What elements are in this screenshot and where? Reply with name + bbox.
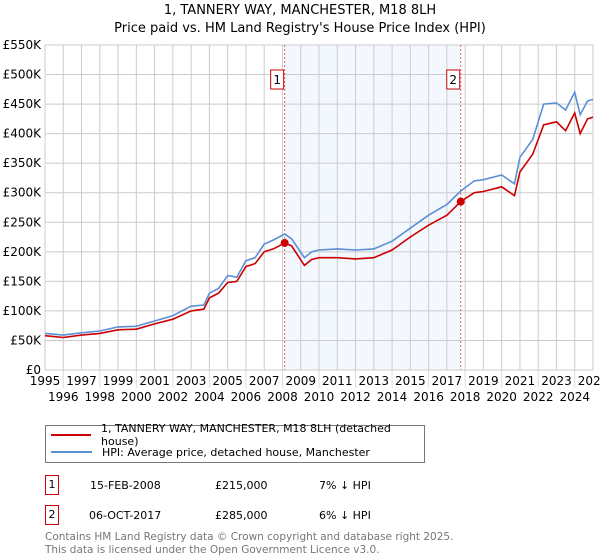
sale-badge (446, 69, 461, 90)
plot-border (44, 44, 594, 371)
y-tick-label: £50K (10, 333, 42, 347)
sale-badge (270, 69, 285, 90)
x-tick-label: 2013 (359, 374, 390, 388)
x-tick-label: 1998 (85, 390, 116, 404)
x-tick-label: 2009 (285, 374, 316, 388)
x-tick-label: 2005 (212, 374, 243, 388)
x-tick-label: 2024 (559, 390, 590, 404)
footer-licence: This data is licensed under the Open Gov… (45, 544, 380, 556)
shaded-period (284, 45, 461, 370)
transaction-date: 15-FEB-2008 (90, 479, 161, 492)
x-tick-label: 2021 (505, 374, 536, 388)
legend-label: 1, TANNERY WAY, MANCHESTER, M18 8LH (det… (101, 422, 391, 448)
x-tick-label: 2004 (194, 390, 225, 404)
y-tick-label: £350K (3, 156, 43, 170)
x-tick-label: 2023 (541, 374, 572, 388)
transaction-hpi: 7% ↓ HPI (319, 479, 371, 492)
x-tick-label: 2002 (158, 390, 189, 404)
x-tick-label: 2017 (432, 374, 463, 388)
legend-item-hpi: HPI: Average price, detached house, Manc… (51, 444, 370, 460)
marker-badge: 2 (45, 505, 59, 525)
x-tick-label: 2010 (304, 390, 335, 404)
x-tick-label: 2025 (578, 374, 600, 388)
y-tick-label: £0 (26, 363, 41, 377)
legend-line-red (51, 434, 92, 436)
sale-badge-label: 1 (273, 73, 281, 87)
footer: Contains HM Land Registry data © Crown c… (45, 531, 453, 557)
x-tick-label: 2003 (176, 374, 207, 388)
legend-item-property: 1, TANNERY WAY, MANCHESTER, M18 8LH (det… (51, 422, 424, 448)
chart-title: 1, TANNERY WAY, MANCHESTER, M18 8LH (163, 3, 437, 18)
x-tick-label: 2015 (395, 374, 426, 388)
x-tick-label: 2006 (231, 390, 262, 404)
x-tick-label: 1999 (103, 374, 134, 388)
x-tick-label: 2008 (267, 390, 298, 404)
legend-line-blue (51, 451, 92, 453)
marker-badge: 1 (45, 475, 59, 495)
x-tick-label: 2016 (413, 390, 444, 404)
y-tick-label: £450K (3, 97, 43, 111)
x-tick-label: 2019 (468, 374, 499, 388)
y-tick-label: £400K (3, 127, 43, 141)
x-tick-label: 2000 (121, 390, 152, 404)
legend-label: HPI: Average price, detached house, Manc… (102, 445, 370, 459)
x-tick-label: 2018 (450, 390, 481, 404)
footer-copyright: Contains HM Land Registry data © Crown c… (45, 531, 454, 543)
chart-subtitle: Price paid vs. HM Land Registry's House … (114, 21, 486, 36)
x-tick-label: 2001 (139, 374, 170, 388)
x-tick-label: 2011 (322, 374, 353, 388)
y-tick-label: £150K (3, 274, 43, 288)
transaction-date: 06-OCT-2017 (89, 509, 162, 522)
x-tick-label: 2007 (249, 374, 280, 388)
series-line (44, 110, 594, 339)
transaction-hpi: 6% ↓ HPI (319, 509, 371, 522)
sale-point (280, 238, 289, 247)
y-tick-label: £550K (3, 38, 43, 52)
x-tick-label: 2020 (486, 390, 517, 404)
y-tick-label: £200K (3, 245, 43, 259)
x-tick-label: 2012 (340, 390, 371, 404)
transaction-price: £215,000 (215, 479, 268, 492)
x-tick-label: 1996 (48, 390, 79, 404)
sale-badge-label: 2 (449, 73, 457, 87)
y-tick-label: £250K (3, 215, 43, 229)
y-tick-label: £500K (3, 68, 43, 82)
transaction-price: £285,000 (215, 509, 268, 522)
series-line (44, 90, 594, 336)
price-chart: £0 £50K £100K £150K £200K £250K £300K £350K £400… (3, 38, 600, 404)
y-tick-label: £100K (3, 304, 43, 318)
x-tick-label: 2014 (377, 390, 408, 404)
x-tick-label: 1995 (30, 374, 61, 388)
x-tick-label: 1997 (66, 374, 97, 388)
sale-point (456, 197, 465, 206)
y-tick-label: £300K (3, 186, 43, 200)
x-tick-label: 2022 (523, 390, 554, 404)
legend: 1, TANNERY WAY, MANCHESTER, M18 8LH (det… (45, 422, 425, 463)
